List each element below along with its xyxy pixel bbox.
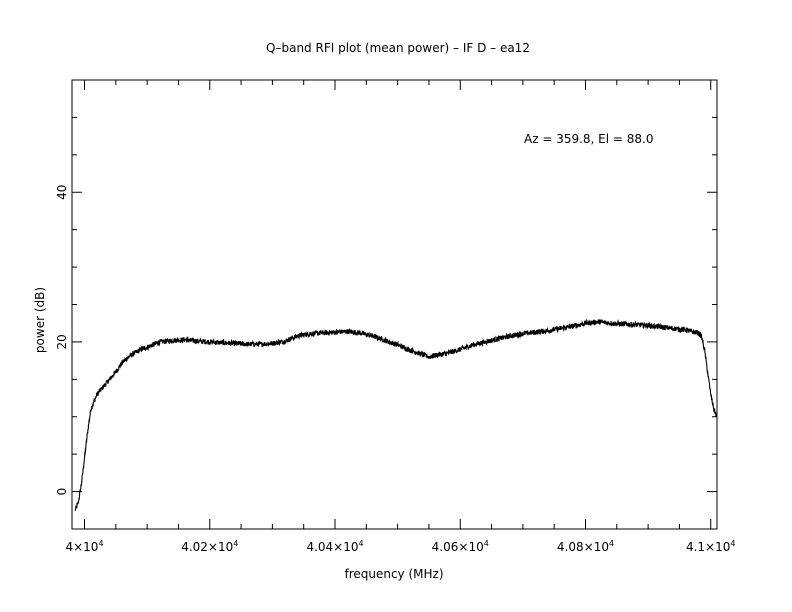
tick-labels: 4×104 4.02×104 4.04×104 4.06×104 4.08×104 4.1…	[55, 185, 735, 554]
x-tick-label: 4.08×104	[557, 539, 614, 554]
y-tick-label: 20	[55, 334, 69, 349]
x-tick-label: 4×104	[65, 539, 103, 554]
chart-title: Q–band RFI plot (mean power) – IF D – ea…	[266, 41, 530, 55]
x-tick-label: 4.02×104	[181, 539, 238, 554]
x-tick-label: 4.1×104	[686, 539, 736, 554]
series-layer	[74, 318, 718, 511]
plot-frame	[71, 79, 718, 530]
x-tick-label: 4.06×104	[432, 539, 489, 554]
x-tick-label: 4.04×104	[306, 539, 363, 554]
axis-ticks	[72, 79, 717, 529]
az-el-annotation: Az = 359.8, El = 88.0	[524, 132, 654, 146]
power-series-line	[74, 318, 718, 511]
y-tick-label: 0	[55, 488, 69, 496]
y-tick-label: 40	[55, 185, 69, 200]
y-axis-label: power (dB)	[33, 287, 47, 353]
x-axis-label: frequency (MHz)	[344, 567, 443, 581]
